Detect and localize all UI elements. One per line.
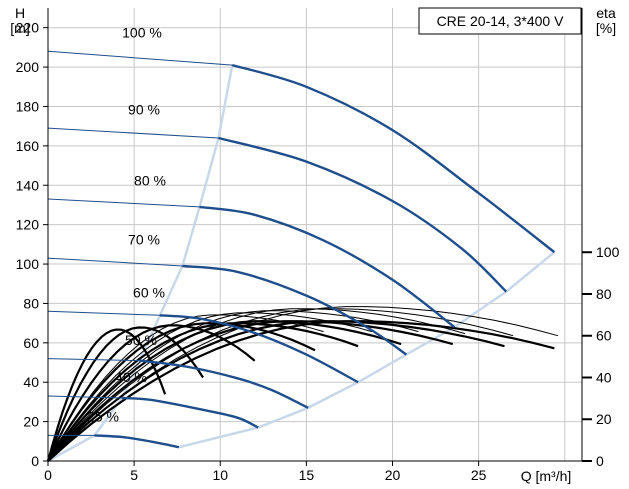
speed-curve [231, 63, 556, 254]
speed-curve-label: 25 % [87, 409, 119, 425]
efficiency-curve [47, 324, 256, 462]
efficiency-curve [47, 314, 324, 462]
speed-curve-label: 80 % [134, 172, 166, 188]
x-tick-label: 5 [130, 467, 138, 483]
y-axis-label-eta-unit: [%] [596, 20, 616, 36]
speed-curve-thin-segment [47, 198, 200, 208]
x-tick-label: 25 [471, 467, 487, 483]
efficiency-curve [47, 306, 559, 462]
speed-curve-thin-segment [47, 257, 183, 267]
chart-title: CRE 20-14, 3*400 V [437, 13, 565, 29]
speed-curve-label: 40 % [115, 369, 147, 385]
efficiency-curve [47, 310, 419, 462]
y-tick-label-right: 0 [596, 453, 604, 469]
grid [48, 8, 582, 461]
axes: 0 5 10 15 20 25020406080100120140160180200220… [16, 8, 620, 483]
title-frame [418, 7, 582, 35]
speed-curve [159, 314, 359, 384]
speed-curve [122, 396, 259, 429]
y-axis-label-eta: eta [596, 5, 616, 21]
speed-curve [199, 205, 456, 329]
speed-curve-label: 70 % [128, 231, 160, 247]
speed-curve [218, 136, 508, 293]
x-tick-label: 20 [385, 467, 401, 483]
speed-curve-label: 90 % [128, 101, 160, 117]
x-tick-label: 15 [299, 467, 315, 483]
speed-curve [94, 434, 180, 449]
efficiency-curve [46, 328, 167, 462]
efficiency-curve [47, 308, 514, 462]
efficiency-curve [47, 312, 372, 462]
x-axis-label: Q [m³/h] [521, 468, 572, 484]
efficiency-curve [47, 320, 454, 462]
y-tick-label-right: 100 [596, 244, 620, 260]
y-tick-label-left: 220 [16, 20, 40, 36]
y-tick-label-left: 80 [23, 295, 39, 311]
speed-curve-label: 100 % [122, 25, 162, 41]
x-tick-label: 10 [212, 467, 228, 483]
y-tick-label-left: 60 [23, 335, 39, 351]
speed-curve-thin-segment [47, 310, 161, 316]
speed-curve-thin-segment [47, 127, 219, 139]
y-tick-label-right: 80 [596, 286, 612, 302]
y-tick-label-left: 160 [16, 138, 40, 154]
y-tick-label-left: 120 [16, 217, 40, 233]
speed-curve-thin-segment [47, 358, 140, 362]
y-axis-label-h: H [15, 5, 25, 21]
efficiency-curve [47, 322, 359, 462]
y-tick-label-left: 200 [16, 59, 40, 75]
speed-curves: 100 % 90 % 80 % 70 % 60 % 50 % 40 % 25 % [47, 25, 556, 449]
speed-curve [182, 264, 407, 356]
y-tick-label-left: 0 [31, 453, 39, 469]
x-tick-label: 0 [44, 467, 52, 483]
max-flow-boundary-line [178, 251, 556, 449]
y-tick-label-left: 180 [16, 98, 40, 114]
y-tick-label-right: 20 [596, 411, 612, 427]
y-tick-label-left: 40 [23, 374, 39, 390]
chart-title-box: CRE 20-14, 3*400 V [418, 7, 582, 35]
y-tick-label-right: 40 [596, 369, 612, 385]
y-tick-label-left: 140 [16, 177, 40, 193]
speed-curve-label: 50 % [125, 332, 157, 348]
speed-curve-thin-segment [47, 395, 123, 399]
y-axis-label-h-unit: [m] [10, 20, 29, 36]
y-tick-label-left: 20 [23, 414, 39, 430]
labels: H [m] eta [%] Q [m³/h] [10, 5, 616, 484]
speed-curve-label: 60 % [133, 285, 165, 301]
speed-curve [139, 359, 309, 409]
speed-curve-thin-segment [47, 50, 233, 66]
y-tick-label-left: 100 [16, 256, 40, 272]
y-tick-label-right: 60 [596, 328, 612, 344]
